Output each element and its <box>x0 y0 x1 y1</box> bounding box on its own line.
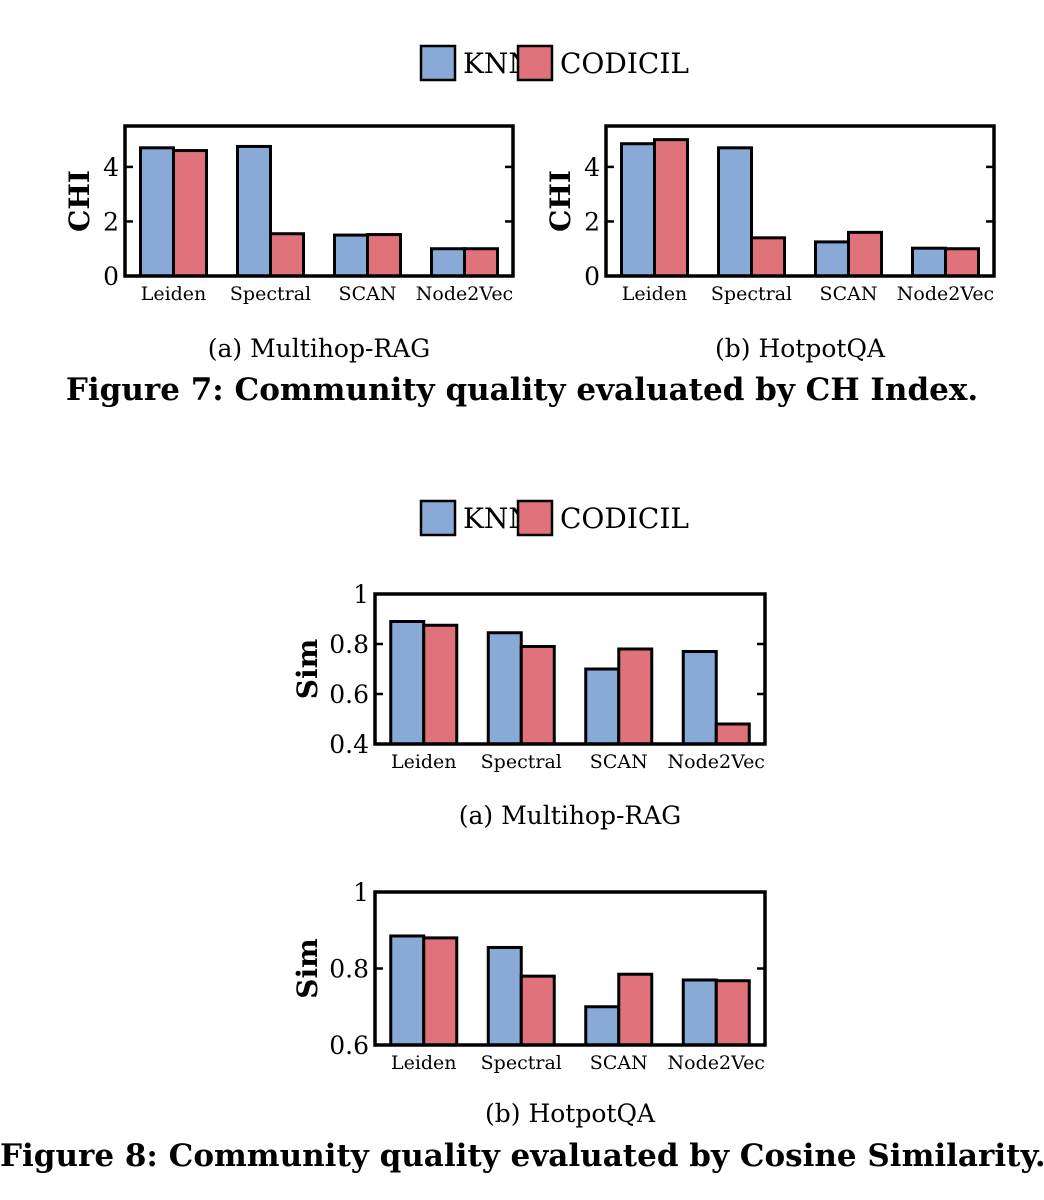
y-tick-label: 0 <box>103 262 119 291</box>
subcaption: (a) Multihop-RAG <box>459 801 682 830</box>
x-tick-label: Leiden <box>141 283 207 305</box>
x-tick-label: SCAN <box>339 283 397 305</box>
plot-frame <box>373 592 767 746</box>
y-tick-label: 0.4 <box>329 730 369 759</box>
y-tick-label: 0.8 <box>329 630 369 659</box>
bar-knn-node2vec <box>911 246 947 278</box>
bar-knn-spectral <box>486 631 523 746</box>
plot-frame <box>123 124 515 278</box>
bar-codicil-node2vec <box>714 979 751 1047</box>
bar-codicil-leiden <box>422 936 459 1047</box>
bar-codicil-leiden <box>422 623 459 746</box>
bar-knn-spectral <box>236 144 272 278</box>
x-tick-label: Leiden <box>622 283 688 305</box>
subcaption: (b) HotpotQA <box>485 1099 656 1128</box>
y-tick-label: 2 <box>584 207 600 236</box>
y-tick-label: 4 <box>584 153 600 182</box>
x-tick-label: Spectral <box>711 283 792 305</box>
bar-knn-scan <box>333 233 369 278</box>
bar-knn-scan <box>814 240 850 278</box>
x-tick-label: Spectral <box>230 283 311 305</box>
bar-knn-leiden <box>139 146 175 278</box>
x-tick-label: Node2Vec <box>897 283 994 305</box>
bar-knn-leiden <box>389 934 426 1047</box>
legend-swatch-codicil <box>516 44 554 82</box>
bar-knn-node2vec <box>430 247 466 278</box>
legend-label-codicil: CODICIL <box>560 47 689 80</box>
y-tick-label: 0.6 <box>329 1031 369 1060</box>
y-tick-label: 0.6 <box>329 680 369 709</box>
bar-codicil-scan <box>617 647 654 746</box>
bar-knn-node2vec <box>681 978 718 1047</box>
chart-fig8a-multihop-rag: Leiden Spectral SCAN Node2Vec 0.4 0.6 0.8 1 Sim (… <box>291 580 767 830</box>
bar-codicil-leiden <box>172 149 208 278</box>
bar-codicil-node2vec <box>463 247 499 278</box>
bar-codicil-spectral <box>519 645 556 746</box>
bar-codicil-spectral <box>269 232 305 278</box>
bar-knn-spectral <box>486 945 523 1047</box>
x-tick-label: Node2Vec <box>416 283 513 305</box>
bar-knn-node2vec <box>681 650 718 746</box>
y-tick-label: 1 <box>353 580 369 609</box>
figure8-legend: KNN CODICIL <box>419 499 689 537</box>
legend-swatch-knn <box>419 44 457 82</box>
figure8-caption: Figure 8: Community quality evaluated by… <box>0 1138 1044 1174</box>
plot-frame <box>604 124 996 278</box>
x-tick-label: Leiden <box>391 751 457 773</box>
bar-knn-scan <box>584 1005 621 1047</box>
figure7-caption: Figure 7: Community quality evaluated by… <box>65 372 979 408</box>
x-tick-label: Node2Vec <box>668 1052 765 1074</box>
bar-codicil-scan <box>617 972 654 1047</box>
chart-fig8b-hotpotqa: Leiden Spectral SCAN Node2Vec 0.6 0.8 1 Sim (b) … <box>291 878 767 1128</box>
x-tick-label: Spectral <box>481 1052 562 1074</box>
figure7-legend: KNN CODICIL <box>419 44 689 82</box>
x-tick-label: Leiden <box>391 1052 457 1074</box>
x-tick-label: Node2Vec <box>668 751 765 773</box>
y-axis-label: CHI <box>63 170 96 232</box>
bar-knn-leiden <box>620 142 656 278</box>
bar-knn-leiden <box>389 620 426 746</box>
y-tick-label: 0.8 <box>329 955 369 984</box>
y-tick-label: 0 <box>584 262 600 291</box>
y-tick-label: 1 <box>353 878 369 907</box>
x-tick-label: Spectral <box>481 751 562 773</box>
bar-codicil-scan <box>366 233 402 278</box>
y-axis-label: Sim <box>291 938 324 998</box>
x-tick-label: SCAN <box>820 283 878 305</box>
subcaption: (b) HotpotQA <box>715 334 886 363</box>
bar-codicil-spectral <box>750 236 786 278</box>
bar-codicil-node2vec <box>714 722 751 746</box>
bar-knn-scan <box>584 667 621 746</box>
bar-codicil-spectral <box>519 974 556 1047</box>
bar-codicil-leiden <box>653 138 689 278</box>
legend-swatch-knn <box>419 499 457 537</box>
x-tick-label: SCAN <box>590 751 648 773</box>
y-tick-label: 2 <box>103 207 119 236</box>
bar-codicil-node2vec <box>944 247 980 278</box>
legend-label-codicil: CODICIL <box>560 502 689 535</box>
legend-swatch-codicil <box>516 499 554 537</box>
subcaption: (a) Multihop-RAG <box>208 334 431 363</box>
x-tick-label: SCAN <box>590 1052 648 1074</box>
y-axis-label: CHI <box>544 170 577 232</box>
y-axis-label: Sim <box>291 639 324 699</box>
bar-codicil-scan <box>847 230 883 278</box>
bar-knn-spectral <box>717 146 753 278</box>
y-tick-label: 4 <box>103 153 119 182</box>
